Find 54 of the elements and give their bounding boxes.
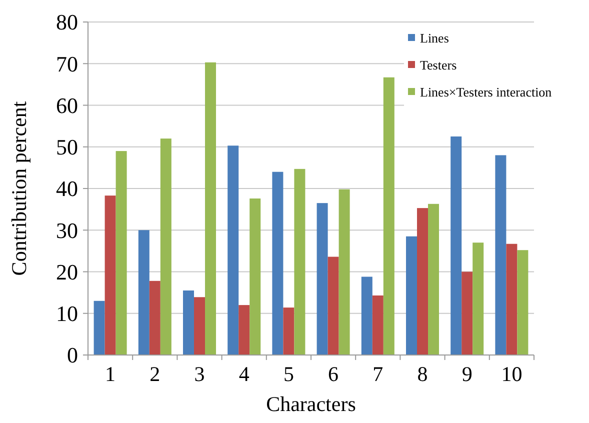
x-tick-label: 2 xyxy=(150,362,160,386)
bar xyxy=(517,250,528,355)
bar xyxy=(160,138,172,355)
bar xyxy=(406,236,417,355)
bar xyxy=(228,146,239,355)
y-tick-label: 0 xyxy=(67,342,78,368)
bar xyxy=(149,280,160,355)
bar xyxy=(194,297,205,355)
bar xyxy=(250,198,261,355)
x-tick-label: 7 xyxy=(372,362,384,386)
bar xyxy=(238,305,250,355)
bar xyxy=(205,62,216,355)
bar xyxy=(183,290,194,355)
y-tick-label: 70 xyxy=(56,51,78,76)
bar xyxy=(506,244,518,355)
bar xyxy=(138,230,150,355)
y-tick-label: 20 xyxy=(56,259,78,284)
bar xyxy=(272,172,284,355)
bar xyxy=(104,196,116,355)
x-tick-label: 6 xyxy=(328,362,339,386)
bar xyxy=(495,155,506,355)
legend-label: Testers xyxy=(420,58,457,73)
x-tick-label: 4 xyxy=(238,362,250,386)
y-tick-label: 10 xyxy=(56,301,78,326)
x-tick-label: 9 xyxy=(462,362,472,386)
bar xyxy=(316,203,328,355)
bar xyxy=(116,151,127,355)
x-tick-label: 3 xyxy=(194,362,205,386)
bar xyxy=(428,204,439,355)
y-tick-label: 80 xyxy=(56,10,78,35)
y-tick-label: 30 xyxy=(56,218,78,243)
y-axis-title: Contribution percent xyxy=(7,101,31,276)
legend-label: Lines xyxy=(420,30,449,46)
bar xyxy=(462,272,473,355)
bar xyxy=(294,168,306,355)
x-tick-label: 10 xyxy=(501,362,522,386)
bar xyxy=(283,308,294,355)
x-axis-title: Characters xyxy=(266,392,356,416)
bar xyxy=(338,189,350,355)
x-tick-label: 5 xyxy=(283,362,294,386)
bar xyxy=(94,300,105,355)
bar xyxy=(417,208,428,355)
legend-label: Lines×Testers interaction xyxy=(420,84,552,100)
bar xyxy=(383,77,394,355)
bar xyxy=(372,295,384,355)
bar xyxy=(472,242,484,355)
bar xyxy=(328,256,339,355)
y-tick-label: 60 xyxy=(56,92,78,118)
bar xyxy=(361,276,372,355)
y-tick-label: 40 xyxy=(56,176,78,202)
bar xyxy=(450,136,462,355)
x-tick-label: 8 xyxy=(417,362,428,386)
y-tick-label: 50 xyxy=(56,134,78,160)
x-tick-label: 1 xyxy=(105,362,116,386)
